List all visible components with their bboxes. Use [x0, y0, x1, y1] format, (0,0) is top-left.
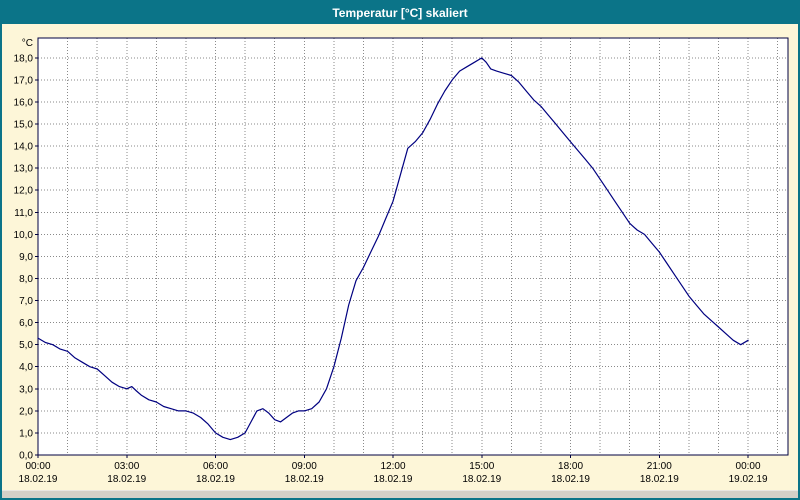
svg-text:18:00: 18:00 [558, 461, 583, 472]
svg-text:15,0: 15,0 [14, 120, 34, 131]
svg-text:18.02.19: 18.02.19 [551, 474, 590, 485]
svg-text:17,0: 17,0 [14, 75, 34, 86]
window-titlebar[interactable]: Temperatur [°C] skaliert [2, 2, 798, 24]
horizontal-scrollbar[interactable] [2, 490, 798, 498]
svg-text:13,0: 13,0 [14, 164, 34, 175]
svg-text:18.02.19: 18.02.19 [640, 474, 679, 485]
svg-text:4,0: 4,0 [19, 362, 33, 373]
svg-text:00:00: 00:00 [736, 461, 761, 472]
svg-text:14,0: 14,0 [14, 142, 34, 153]
svg-text:18.02.19: 18.02.19 [19, 474, 58, 485]
svg-text:03:00: 03:00 [114, 461, 139, 472]
svg-text:18,0: 18,0 [14, 53, 34, 64]
svg-text:18.02.19: 18.02.19 [285, 474, 324, 485]
svg-text:09:00: 09:00 [292, 461, 317, 472]
svg-text:12:00: 12:00 [381, 461, 406, 472]
svg-text:00:00: 00:00 [25, 461, 50, 472]
svg-text:8,0: 8,0 [19, 274, 33, 285]
svg-text:0,0: 0,0 [19, 451, 33, 462]
temperature-line-chart: 18,0 17,0 16,0 15,0 14,0 13,0 12,0 11,0 10,0 9,0 8… [14, 37, 789, 485]
window-title: Temperatur [°C] skaliert [332, 6, 468, 20]
svg-text:18.02.19: 18.02.19 [196, 474, 235, 485]
svg-text:2,0: 2,0 [19, 406, 33, 417]
svg-text:3,0: 3,0 [19, 384, 33, 395]
svg-text:6,0: 6,0 [19, 318, 33, 329]
svg-text:06:00: 06:00 [203, 461, 228, 472]
svg-text:15:00: 15:00 [469, 461, 494, 472]
svg-text:19.02.19: 19.02.19 [729, 474, 768, 485]
svg-text:18.02.19: 18.02.19 [107, 474, 146, 485]
svg-text:5,0: 5,0 [19, 340, 33, 351]
chart-area: 18,0 17,0 16,0 15,0 14,0 13,0 12,0 11,0 10,0 9,0 8… [2, 24, 798, 490]
svg-text:16,0: 16,0 [14, 97, 34, 108]
svg-text:1,0: 1,0 [19, 428, 33, 439]
svg-text:°C: °C [22, 38, 33, 49]
svg-text:12,0: 12,0 [14, 186, 34, 197]
svg-text:10,0: 10,0 [14, 230, 34, 241]
svg-text:7,0: 7,0 [19, 296, 33, 307]
svg-text:18.02.19: 18.02.19 [374, 474, 413, 485]
svg-text:11,0: 11,0 [14, 208, 33, 219]
svg-text:21:00: 21:00 [647, 461, 672, 472]
svg-text:18.02.19: 18.02.19 [462, 474, 501, 485]
svg-text:9,0: 9,0 [19, 252, 33, 263]
